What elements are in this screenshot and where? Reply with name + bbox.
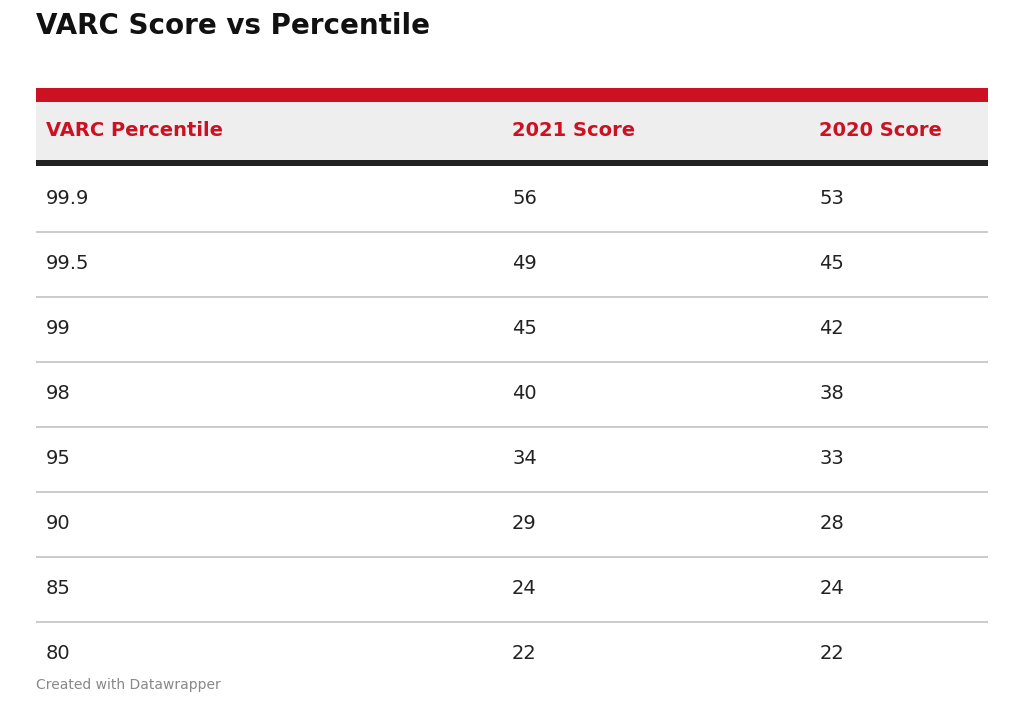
Text: 45: 45 [819, 254, 844, 273]
Bar [36, 556, 988, 558]
Text: 49: 49 [512, 254, 537, 273]
Text: 53: 53 [819, 189, 844, 208]
Text: 28: 28 [819, 514, 844, 533]
Bar [36, 102, 988, 160]
Text: 40: 40 [512, 384, 537, 403]
Bar [36, 361, 988, 363]
Text: 29: 29 [512, 514, 537, 533]
Text: 2020 Score: 2020 Score [819, 121, 942, 140]
Text: 80: 80 [46, 644, 71, 663]
Bar [36, 296, 988, 298]
Text: 85: 85 [46, 579, 71, 598]
Text: 24: 24 [512, 579, 537, 598]
Text: 24: 24 [819, 579, 844, 598]
Bar [36, 160, 988, 166]
Text: 2021 Score: 2021 Score [512, 121, 635, 140]
Text: VARC Score vs Percentile: VARC Score vs Percentile [36, 12, 430, 40]
Bar [36, 621, 988, 623]
Bar [36, 426, 988, 428]
Text: 56: 56 [512, 189, 537, 208]
Text: 98: 98 [46, 384, 71, 403]
Bar [36, 231, 988, 233]
Text: 45: 45 [512, 319, 537, 338]
Text: 22: 22 [819, 644, 844, 663]
Text: 99: 99 [46, 319, 71, 338]
Text: 99.9: 99.9 [46, 189, 89, 208]
Text: 33: 33 [819, 449, 844, 468]
Text: 90: 90 [46, 514, 71, 533]
Text: 22: 22 [512, 644, 537, 663]
Text: 95: 95 [46, 449, 71, 468]
Text: 42: 42 [819, 319, 844, 338]
Bar [36, 88, 988, 102]
Text: Created with Datawrapper: Created with Datawrapper [36, 678, 220, 692]
Text: 34: 34 [512, 449, 537, 468]
Text: 99.5: 99.5 [46, 254, 89, 273]
Bar [36, 491, 988, 493]
Text: 38: 38 [819, 384, 844, 403]
Text: VARC Percentile: VARC Percentile [46, 121, 223, 140]
